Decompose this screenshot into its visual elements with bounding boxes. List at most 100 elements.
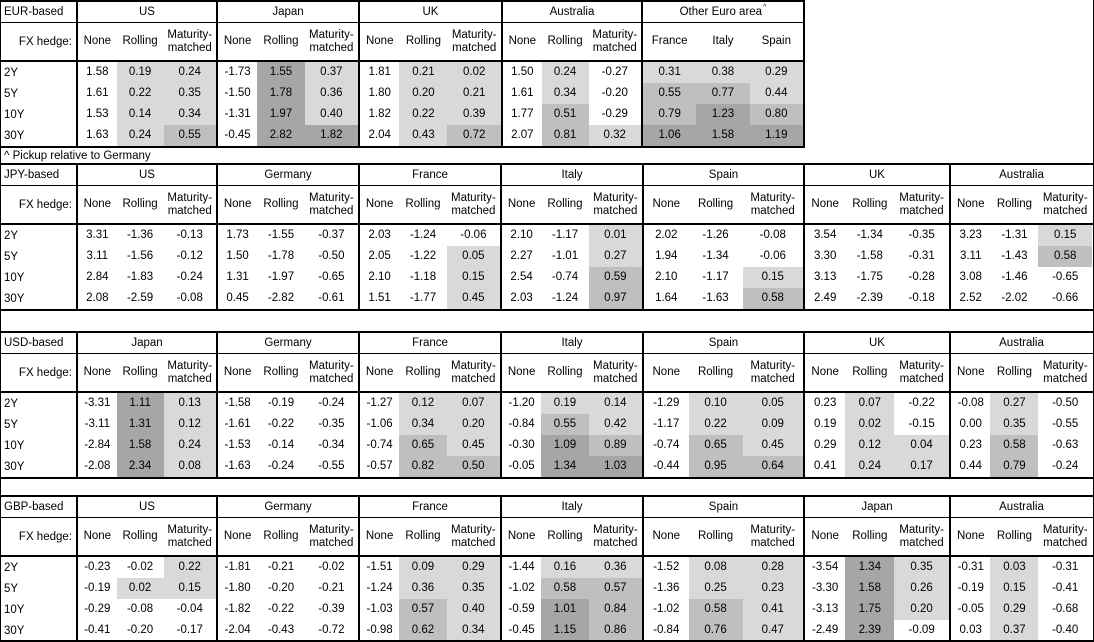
col-header-rolling: Rolling bbox=[122, 530, 158, 543]
group-headers-japan: None Rolling Maturity-matched bbox=[76, 354, 216, 391]
value-cell: 0.31 bbox=[643, 62, 697, 83]
group-headers-italy: None Rolling Maturity-matched bbox=[500, 518, 642, 555]
value-cell: 0.39 bbox=[447, 104, 501, 125]
value-cell: -1.18 bbox=[409, 271, 437, 284]
value-cell: 0.95 bbox=[688, 456, 743, 477]
col-header-rolling: Rolling bbox=[122, 198, 158, 211]
base-label: EUR-based bbox=[4, 6, 64, 18]
value-cell: -1.81 bbox=[224, 561, 251, 574]
value-cell: -1.03 bbox=[366, 603, 393, 616]
col-header-maturity-matched: Maturity-matched bbox=[750, 359, 796, 385]
value-cell: -0.04 bbox=[176, 603, 203, 616]
value-cell: -1.31 bbox=[224, 108, 251, 121]
value-cell: 0.09 bbox=[742, 414, 803, 435]
value-cell: -1.17 bbox=[551, 229, 579, 242]
group-values-australia: 1.61 0.34 -0.20 bbox=[501, 83, 641, 104]
value-cell: -1.80 bbox=[224, 582, 251, 595]
group-values-germany: -1.81 -0.21 -0.02 bbox=[216, 557, 358, 578]
value-cell: -0.14 bbox=[267, 439, 295, 452]
value-cell: 0.22 bbox=[688, 414, 743, 435]
value-cell: -2.39 bbox=[856, 292, 883, 305]
value-cell: 1.19 bbox=[749, 125, 803, 146]
col-header-rolling: Rolling bbox=[405, 530, 441, 543]
group-values-italy: -1.20 0.19 0.14 bbox=[500, 393, 642, 414]
value-cell: 0.51 bbox=[541, 104, 589, 125]
group-values-spain: 2.02 -1.26 -0.08 bbox=[642, 225, 803, 246]
group-values-australia: 3.08 -1.46 -0.65 bbox=[949, 267, 1092, 288]
value-cell: 0.34 bbox=[541, 83, 589, 104]
group-values-italy: 2.27 -1.01 0.27 bbox=[500, 246, 642, 267]
col-header-none: None bbox=[365, 198, 394, 211]
value-cell: 1.97 bbox=[257, 104, 305, 125]
value-cell: -2.59 bbox=[126, 292, 154, 305]
col-header-none: None bbox=[507, 198, 536, 211]
group-values-germany: 1.31 -1.97 -0.65 bbox=[216, 267, 358, 288]
value-cell: 1.78 bbox=[257, 83, 305, 104]
value-cell: 1.50 bbox=[511, 66, 534, 79]
value-cell: 0.65 bbox=[688, 435, 743, 456]
value-cell: -0.55 bbox=[318, 460, 345, 473]
group-values-france: 1.51 -1.77 0.45 bbox=[358, 288, 500, 309]
group-values-france: -0.74 0.65 0.45 bbox=[358, 435, 500, 456]
col-header-maturity-matched: Maturity-matched bbox=[451, 359, 496, 385]
value-cell: 1.01 bbox=[541, 599, 589, 620]
group-values-france: 2.10 -1.18 0.15 bbox=[358, 267, 500, 288]
group-australia: Australia bbox=[949, 333, 1092, 353]
value-cell: 0.21 bbox=[399, 62, 448, 83]
value-cell: 0.17 bbox=[894, 456, 949, 477]
value-cell: 3.54 bbox=[813, 229, 837, 242]
value-cell: 3.08 bbox=[959, 271, 982, 284]
group-headers-australia: None Rolling Maturity-matched bbox=[949, 354, 1092, 391]
group-values-japan: -2.49 2.39 -0.09 bbox=[803, 620, 949, 640]
value-cell: -0.35 bbox=[318, 418, 345, 431]
group-values-italy: 2.03 -1.24 0.97 bbox=[500, 288, 642, 309]
value-cell: 0.19 bbox=[116, 62, 164, 83]
group-values-france: -1.51 0.09 0.29 bbox=[358, 557, 500, 578]
table-slot-jpy: JPY-based US Germany France Italy Spain UK Aust… bbox=[1, 163, 1093, 311]
value-cell: -0.50 bbox=[318, 250, 345, 263]
group-values-italy: -1.02 0.58 0.57 bbox=[500, 578, 642, 599]
country-header: Australia bbox=[549, 6, 595, 18]
group-values-japan: -1.50 1.78 0.36 bbox=[216, 83, 358, 104]
table-jpy-based: JPY-based US Germany France Italy Spain UK Aust… bbox=[1, 163, 1093, 311]
group-headers-italy: None Rolling Maturity-matched bbox=[500, 186, 642, 223]
group-values-germany: -1.53 -0.14 -0.34 bbox=[216, 435, 358, 456]
col-header-rolling: Rolling bbox=[697, 366, 734, 379]
value-cell: -0.61 bbox=[318, 292, 345, 305]
maturity-label: 2Y bbox=[4, 66, 19, 79]
value-cell: 1.34 bbox=[845, 557, 895, 578]
value-cell: 1.63 bbox=[86, 129, 109, 142]
value-cell: -0.41 bbox=[84, 624, 111, 637]
value-cell: 0.97 bbox=[588, 288, 642, 309]
value-cell: 2.10 bbox=[368, 271, 391, 284]
value-cell: 2.54 bbox=[510, 271, 533, 284]
value-cell: 0.24 bbox=[163, 62, 216, 83]
country-header: Spain bbox=[708, 169, 739, 181]
value-cell: 2.05 bbox=[368, 250, 391, 263]
group-values-france: -1.24 0.36 0.35 bbox=[358, 578, 500, 599]
value-cell: -0.84 bbox=[508, 418, 535, 431]
group-values-australia: -0.31 0.03 -0.31 bbox=[949, 557, 1092, 578]
group-other-euro-area: Other Euro area ^ bbox=[641, 2, 803, 22]
value-cell: 0.44 bbox=[749, 83, 803, 104]
group-values-us: -0.23 -0.02 0.22 bbox=[76, 557, 216, 578]
country-header: Australia bbox=[999, 501, 1044, 513]
value-cell: 2.39 bbox=[845, 620, 895, 640]
value-cell: 0.36 bbox=[399, 578, 447, 599]
group-values-japan: -2.84 1.58 0.24 bbox=[76, 435, 216, 456]
group-values-uk: 0.41 0.24 0.17 bbox=[803, 456, 949, 477]
value-cell: -1.27 bbox=[366, 397, 393, 410]
country-header: UK bbox=[869, 169, 885, 181]
group-values-spain: -1.02 0.58 0.41 bbox=[642, 599, 803, 620]
value-cell: 1.58 bbox=[86, 66, 109, 79]
value-cell: 2.04 bbox=[368, 129, 391, 142]
data-row-5y: 5Y 1.61 0.22 0.35 -1.50 1.78 0.36 1.80 0.20 0.21 1… bbox=[1, 83, 803, 104]
group-values-spain: -1.29 0.10 0.05 bbox=[642, 393, 803, 414]
value-cell: 0.36 bbox=[588, 557, 642, 578]
value-cell: -1.63 bbox=[224, 460, 251, 473]
group-values-uk: 2.49 -2.39 -0.18 bbox=[803, 288, 949, 309]
group-values-italy: -1.44 0.16 0.36 bbox=[500, 557, 642, 578]
value-cell: 0.02 bbox=[447, 62, 501, 83]
value-cell: 0.36 bbox=[304, 83, 358, 104]
value-cell: 2.08 bbox=[86, 292, 109, 305]
